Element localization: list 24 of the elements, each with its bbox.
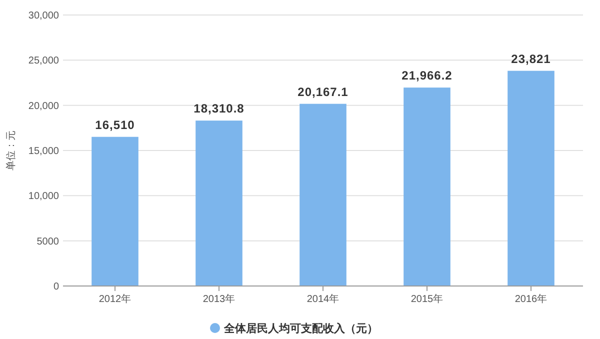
text: 18,310.8 xyxy=(194,102,244,116)
x-tick-label: 2016年 xyxy=(514,293,548,305)
x-tick-label: 2015年 xyxy=(410,293,444,305)
bar xyxy=(300,104,346,286)
y-tick-label: 25,000 xyxy=(28,56,60,67)
y-tick-label: 0 xyxy=(53,282,60,292)
x-tick-label: 2014年 xyxy=(306,293,340,305)
y-tick-label: 20,000 xyxy=(28,100,60,112)
x-tick-label: 2012年 xyxy=(98,293,132,305)
y-tick-label: 5000 xyxy=(36,236,60,248)
bar xyxy=(196,120,242,286)
bar xyxy=(508,70,554,286)
text: 23,821 xyxy=(511,52,551,66)
y-tick-label: 10,000 xyxy=(28,191,60,202)
y-axis-title: 单位：元 xyxy=(5,130,17,170)
bar xyxy=(404,88,450,286)
text: 20,167.1 xyxy=(298,84,348,99)
x-tick-label: 2013年 xyxy=(202,293,236,305)
text: 21,966.2 xyxy=(402,68,452,83)
legend-label: 全体居民人均可支配收入（元） xyxy=(223,322,378,335)
y-tick-label: 30,000 xyxy=(28,10,60,22)
text: 16,510 xyxy=(95,118,135,132)
bar xyxy=(92,136,138,286)
y-tick-label: 15,000 xyxy=(28,146,60,157)
